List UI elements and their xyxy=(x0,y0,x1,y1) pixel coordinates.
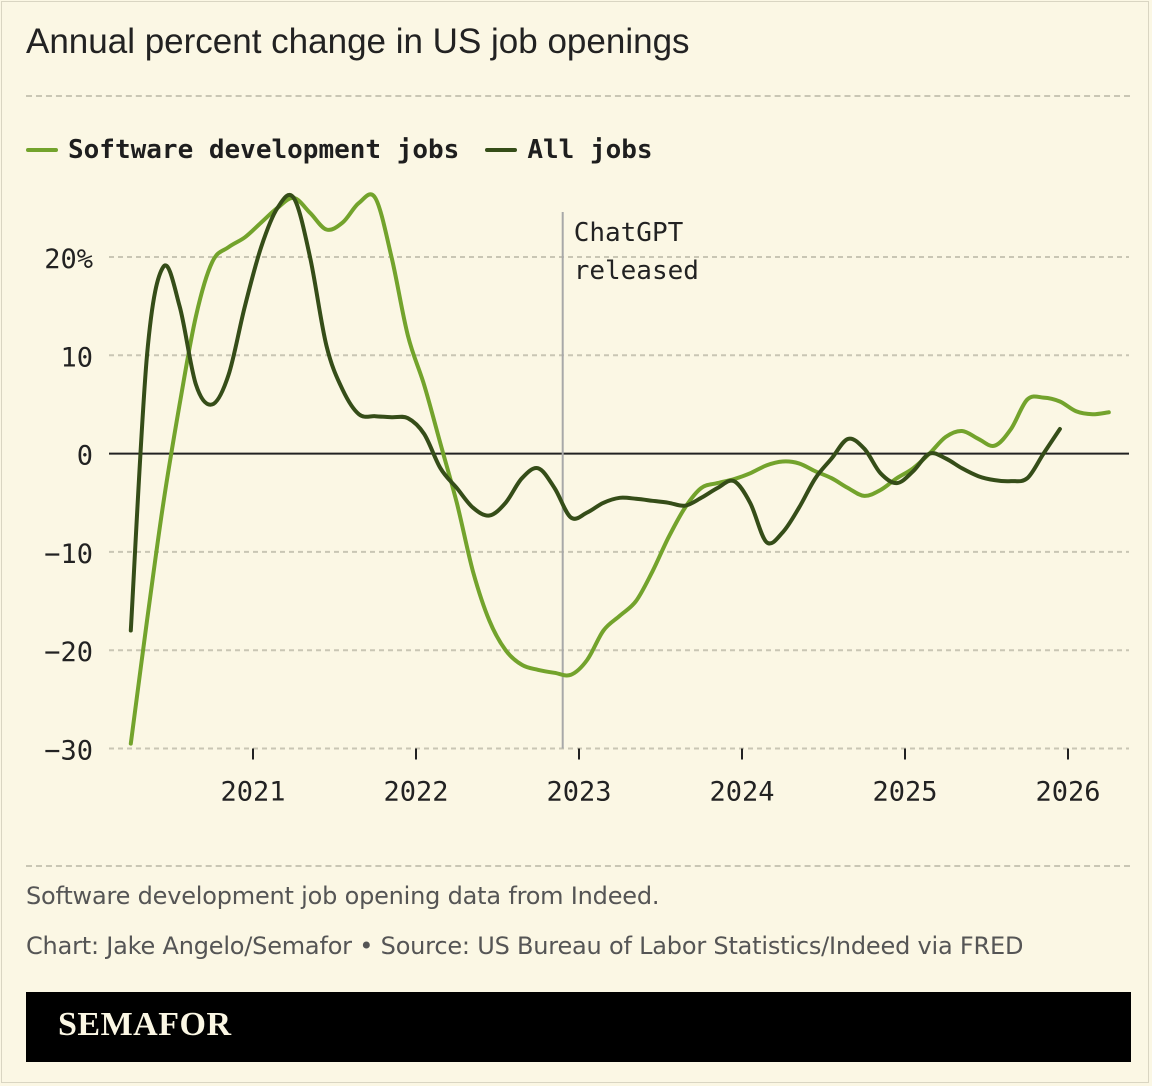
chart-title: Annual percent change in US job openings xyxy=(26,22,690,61)
semafor-logo: SEMAFOR xyxy=(58,1006,232,1043)
legend-label-all-jobs: All jobs xyxy=(527,135,653,165)
data-note: Software development job opening data fr… xyxy=(26,882,660,910)
x-tick-label: 2023 xyxy=(546,777,611,808)
legend: Software development jobs All jobs xyxy=(26,130,653,170)
legend-item-software: Software development jobs xyxy=(26,135,459,165)
x-tick-label: 2021 xyxy=(220,777,285,808)
legend-swatch-software xyxy=(26,148,58,152)
brand-footer: SEMAFOR xyxy=(26,992,1131,1062)
series-line-all-jobs xyxy=(128,192,1062,633)
chatgpt-annotation-text: released xyxy=(574,256,699,286)
y-tick-label: 10 xyxy=(60,342,93,373)
y-tick-label: −10 xyxy=(44,539,93,570)
chatgpt-annotation-text: ChatGPT xyxy=(574,218,684,248)
top-divider xyxy=(26,95,1130,97)
x-tick-label: 2022 xyxy=(383,777,448,808)
legend-label-software: Software development jobs xyxy=(68,135,460,165)
x-tick-label: 2025 xyxy=(872,777,937,808)
y-tick-label: −30 xyxy=(44,736,93,767)
x-tick-label: 2024 xyxy=(709,777,774,808)
y-tick-label: −20 xyxy=(44,637,93,668)
bottom-divider xyxy=(26,865,1130,867)
legend-item-all-jobs: All jobs xyxy=(485,135,653,165)
legend-swatch-all-jobs xyxy=(485,148,518,152)
y-tick-label: 20% xyxy=(44,244,93,275)
y-tick-label: 0 xyxy=(77,441,93,472)
x-tick-label: 2026 xyxy=(1035,777,1100,808)
credit-line: Chart: Jake Angelo/Semafor • Source: US … xyxy=(26,932,1024,960)
